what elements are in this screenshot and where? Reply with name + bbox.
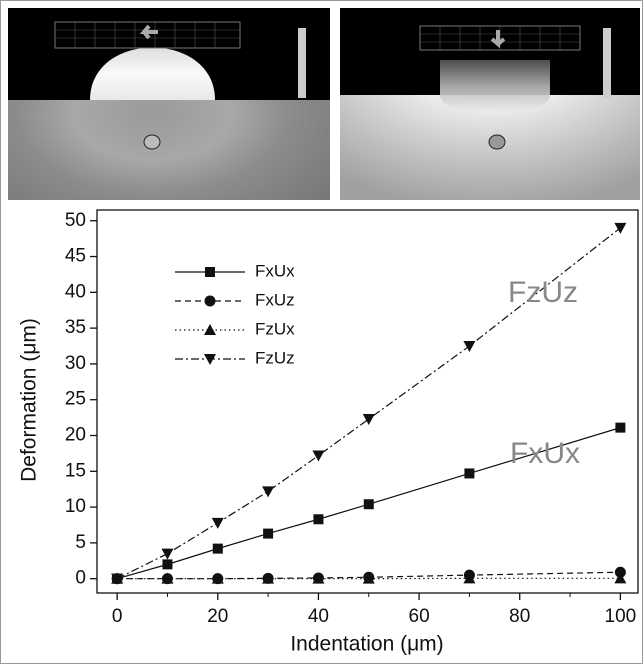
- legend-label: FzUz: [255, 348, 295, 367]
- x-tick-label: 20: [207, 606, 228, 627]
- marker: [212, 518, 224, 529]
- y-tick-label: 25: [65, 389, 86, 410]
- marker: [205, 267, 215, 277]
- y-tick-label: 10: [65, 496, 86, 517]
- marker: [463, 341, 475, 352]
- x-tick-label: 0: [112, 606, 123, 627]
- simulation-image-right: [340, 8, 640, 200]
- y-tick-label: 45: [65, 246, 86, 267]
- figure: Indentation (μm) Deformation (μm) 0 20 40 6…: [0, 0, 643, 664]
- marker: [263, 529, 273, 539]
- legend-label: FxUx: [255, 261, 295, 280]
- marker: [213, 544, 223, 554]
- marker: [162, 559, 172, 569]
- marker: [464, 468, 474, 478]
- y-tick-label: 35: [65, 317, 86, 338]
- annotation: FxUx: [510, 437, 580, 470]
- y-tick-label: 50: [65, 210, 86, 231]
- y-axis-title: Deformation (μm): [18, 318, 41, 482]
- x-tick-label: 60: [409, 606, 430, 627]
- y-tick-label: 30: [65, 353, 86, 374]
- y-tick-label: 5: [75, 532, 86, 553]
- marker: [205, 296, 216, 307]
- marker: [161, 549, 173, 560]
- plot-frame: [97, 210, 638, 593]
- legend-label: FzUx: [255, 319, 295, 338]
- y-tick-label: 20: [65, 425, 86, 446]
- y-tick-label: 0: [75, 568, 86, 589]
- marker: [262, 486, 274, 497]
- marker: [615, 423, 625, 433]
- y-tick-label: 15: [65, 460, 86, 481]
- x-axis-title: Indentation (μm): [290, 633, 443, 656]
- annotation: FzUz: [508, 276, 578, 309]
- marker: [614, 223, 626, 234]
- marker: [313, 514, 323, 524]
- simulation-image-left: [8, 8, 330, 200]
- y-tick-label: 40: [65, 281, 86, 302]
- marker: [312, 451, 324, 462]
- legend-label: FxUz: [255, 290, 295, 309]
- legend: FxUx FxUz FzUx FzUz: [175, 261, 295, 367]
- marker: [204, 324, 216, 335]
- marker: [363, 414, 375, 425]
- x-tick-label: 80: [509, 606, 530, 627]
- x-tick-label: 40: [308, 606, 329, 627]
- x-tick-label: 100: [605, 606, 637, 627]
- marker: [364, 499, 374, 509]
